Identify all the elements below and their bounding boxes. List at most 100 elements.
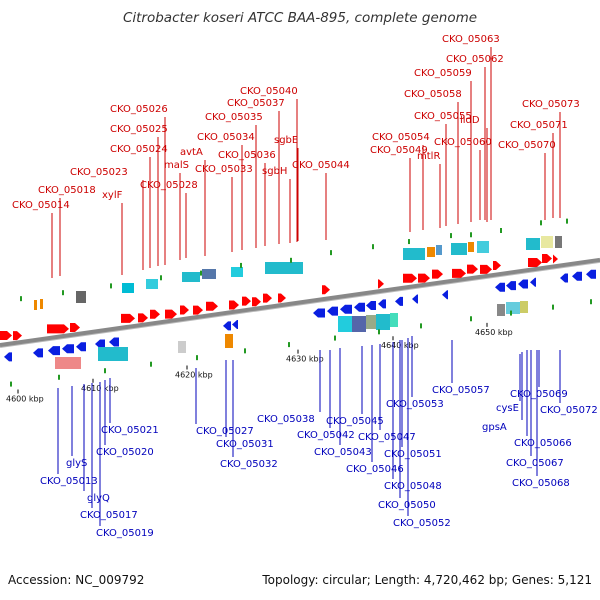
reverse-gene-label: CKO_05019 <box>96 528 154 539</box>
forward-gene-label: xylF <box>102 190 123 201</box>
forward-gene-arrow <box>378 279 384 289</box>
forward-gene-arrow <box>480 264 492 274</box>
forward-gene-label: CKO_05055 <box>414 111 472 122</box>
forward-gene-label: CKO_05044 <box>292 160 350 171</box>
forward-gene-label: CKO_05037 <box>227 98 285 109</box>
gc-marker <box>58 374 60 380</box>
genome-backbone <box>0 257 600 347</box>
forward-gene-label: CKO_05049 <box>370 145 428 156</box>
forward-gene-arrow <box>418 273 430 283</box>
reverse-gene-arrow <box>340 304 352 314</box>
reverse-gene-label: CKO_05017 <box>80 510 138 521</box>
forward-gene-label: CKO_05062 <box>446 54 504 65</box>
reverse-gene-label: CKO_05066 <box>514 438 572 449</box>
gc-marker <box>288 342 290 348</box>
reverse-gene-arrow <box>313 308 325 318</box>
reverse-gene-label: CKO_05020 <box>96 447 154 458</box>
reverse-gene-label: CKO_05068 <box>512 478 570 489</box>
gc-marker <box>470 316 472 322</box>
gene-feature-block <box>202 269 216 279</box>
gene-feature-block <box>178 341 186 353</box>
reverse-gene-arrow <box>506 281 516 291</box>
forward-gene-label: CKO_05024 <box>110 144 168 155</box>
reverse-gene-label: CKO_05072 <box>540 405 598 416</box>
reverse-gene-arrow <box>572 271 582 281</box>
forward-gene-label: CKO_05026 <box>110 104 168 115</box>
forward-gene-arrow <box>70 323 80 333</box>
forward-gene-label: CKO_05028 <box>140 180 198 191</box>
forward-gene-arrow <box>242 296 251 306</box>
forward-gene-arrow <box>322 285 330 295</box>
gene-feature-block <box>265 262 303 274</box>
reverse-gene-arrow <box>560 273 568 283</box>
reverse-gene-label: CKO_05032 <box>220 459 278 470</box>
gene-feature-block <box>98 347 128 361</box>
reverse-gene-label: CKO_05069 <box>510 389 568 400</box>
reverse-gene-label: CKO_05052 <box>393 518 451 529</box>
reverse-gene-arrow <box>495 282 505 292</box>
forward-gene-arrow <box>553 254 558 264</box>
gc-marker <box>196 355 198 361</box>
accession-text: Accession: NC_009792 <box>8 573 145 587</box>
forward-gene-label: CKO_05014 <box>12 200 70 211</box>
forward-gene-arrow <box>403 273 417 283</box>
gene-feature-block <box>338 316 352 332</box>
reverse-gene-label: CKO_05067 <box>506 458 564 469</box>
forward-gene-label: CKO_05070 <box>498 140 556 151</box>
forward-gene-label: CKO_05054 <box>372 132 430 143</box>
gc-marker <box>450 233 452 239</box>
forward-gene-label: sgbH <box>262 166 287 177</box>
gene-feature-block <box>182 272 200 282</box>
reverse-gene-label: CKO_05050 <box>378 500 436 511</box>
forward-gene-label: CKO_05034 <box>197 132 255 143</box>
scale-label: 4600 kbp <box>6 394 44 403</box>
forward-gene-arrow <box>263 293 272 303</box>
gene-feature-block <box>55 357 81 369</box>
forward-gene-label: CKO_05063 <box>442 34 500 45</box>
gene-feature-block <box>376 314 390 330</box>
gc-marker <box>470 232 472 238</box>
reverse-gene-arrow <box>4 352 12 362</box>
gene-feature-block <box>477 241 489 253</box>
reverse-gene-label: CKO_05038 <box>257 414 315 425</box>
forward-gene-label: CKO_05023 <box>70 167 128 178</box>
forward-gene-label: sgbE <box>274 135 298 146</box>
topology-text: Topology: circular; Length: 4,720,462 bp… <box>262 573 592 587</box>
forward-gene-arrow <box>493 260 501 270</box>
reverse-gene-label: CKO_05021 <box>101 425 159 436</box>
reverse-gene-arrow <box>109 337 119 347</box>
gene-feature-block <box>541 236 553 248</box>
gene-feature-block <box>451 243 467 255</box>
gc-marker <box>540 220 542 226</box>
forward-gene-arrow <box>229 300 239 310</box>
forward-gene-label: CKO_05040 <box>240 86 298 97</box>
reverse-gene-label: CKO_05031 <box>216 439 274 450</box>
gc-marker <box>590 299 592 305</box>
scale-label: 4650 kbp <box>475 328 513 337</box>
gc-marker <box>334 335 336 341</box>
reverse-gene-label: CKO_05045 <box>326 416 384 427</box>
gene-feature-block <box>122 283 134 293</box>
forward-gene-arrow <box>432 269 443 279</box>
reverse-gene-label: CKO_05057 <box>432 385 490 396</box>
gene-feature-block <box>390 313 398 327</box>
reverse-gene-arrow <box>223 321 231 331</box>
forward-gene-label: mtlR <box>417 151 440 162</box>
forward-gene-arrow <box>193 305 203 315</box>
genome-title: Citrobacter koseri ATCC BAA-895, complet… <box>122 10 478 26</box>
forward-gene-label: avtA <box>180 147 203 158</box>
forward-gene-arrow <box>542 254 552 264</box>
gc-marker <box>110 283 112 289</box>
gene-feature-block <box>520 301 528 313</box>
gene-feature-block <box>366 315 376 329</box>
gene-feature-block <box>403 248 425 260</box>
forward-gene-arrow <box>528 258 542 268</box>
forward-gene-arrow <box>467 264 478 274</box>
gc-marker <box>240 262 242 268</box>
forward-gene-label: CKO_05035 <box>205 112 263 123</box>
gc-marker <box>566 218 568 224</box>
reverse-gene-label: gpsA <box>482 422 507 433</box>
forward-gene-label: CKO_05018 <box>38 185 96 196</box>
forward-gene-arrow <box>252 297 261 307</box>
